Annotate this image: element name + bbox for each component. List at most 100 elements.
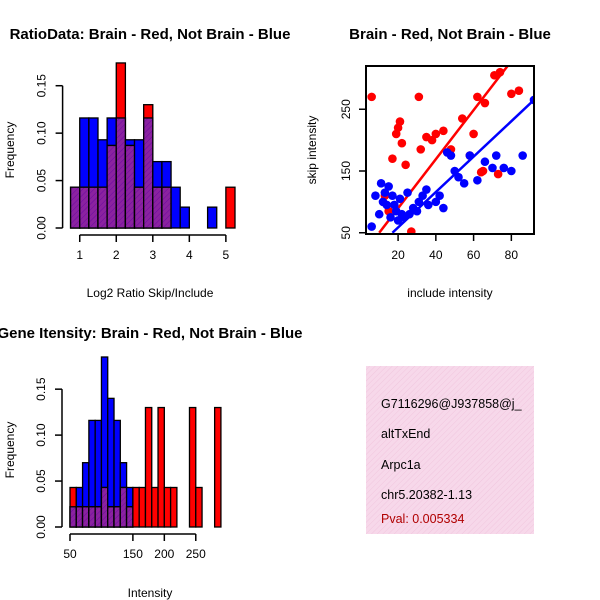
brain-fit-line	[378, 66, 509, 234]
overlap-bar	[143, 117, 154, 229]
not-brain-point	[384, 182, 393, 191]
overlap-bar	[81, 506, 90, 528]
x-tick-label: 1	[76, 248, 83, 262]
not-brain-point	[431, 197, 441, 207]
not-brain-point	[376, 179, 386, 188]
brain-point	[407, 227, 416, 234]
not-brain-point	[395, 194, 405, 204]
brain-point	[493, 169, 503, 179]
overlap-bar	[88, 506, 96, 528]
y-tick-label: 0.00	[35, 216, 49, 240]
scatter-panel: Brain - Red, Not Brain - Blue 20 40 60 80 50…	[305, 26, 551, 300]
y-tick-label: 0.15	[34, 377, 48, 401]
intensity-histogram-title: Gene Itensity: Brain - Red, Not Brain - …	[0, 325, 303, 342]
ratio-histogram-bars	[69, 62, 236, 229]
ratio-histogram-ylabel: Frequency	[3, 122, 17, 179]
y-tick-label: 0.10	[34, 423, 48, 447]
intensity-histogram-ylabel: Frequency	[3, 422, 17, 479]
brain-bar	[132, 486, 140, 528]
scatter-x-tick-label: 80	[505, 248, 519, 262]
brain-point	[427, 135, 437, 145]
scatter-ylabel: skip intensity	[305, 116, 319, 185]
info-panel: G7116296@J937858@j_ altTxEnd Arpc1a chr5…	[366, 366, 534, 534]
scatter-plot-area: 20 40 60 80 50 150 250	[339, 65, 535, 262]
y-tick-label: 0.10	[35, 121, 49, 145]
not-brain-point	[518, 151, 527, 160]
overlap-bar	[100, 486, 109, 528]
intensity-histogram-panel: Gene Itensity: Brain - Red, Not Brain - …	[0, 325, 303, 600]
not-brain-point	[473, 175, 482, 185]
intensity-histogram-xlabel: Intensity	[128, 586, 173, 600]
ratio-histogram-xlabel: Log2 Ratio Skip/Include	[87, 286, 214, 300]
overlap-bar	[94, 506, 103, 528]
scatter-y-tick-label: 250	[339, 99, 353, 119]
not-brain-point	[371, 191, 380, 201]
overlap-bar	[124, 144, 136, 229]
overlap-bar	[88, 186, 99, 229]
not-brain-point	[491, 151, 501, 160]
overlap-bar	[125, 506, 134, 528]
intensity-histogram-bars	[69, 356, 222, 528]
brain-bar	[163, 486, 172, 528]
not-brain-point	[446, 151, 456, 160]
not-brain-bar	[206, 206, 218, 229]
overlap-bar	[152, 186, 163, 229]
info-background	[366, 366, 534, 534]
scatter-title: Brain - Red, Not Brain - Blue	[349, 26, 551, 43]
not-brain-point	[380, 188, 390, 197]
scatter-frame	[365, 65, 535, 235]
brain-bar	[169, 486, 178, 528]
ratio-histogram-panel: RatioData: Brain - Red, Not Brain - Blue…	[3, 26, 290, 300]
overlap-bar	[115, 117, 127, 229]
not-brain-point	[480, 157, 490, 167]
brain-point	[507, 89, 516, 99]
scatter-y-tick-label: 150	[339, 161, 353, 181]
not-brain-fit-line	[391, 99, 534, 234]
brain-point	[514, 86, 524, 96]
not-brain-point	[374, 209, 384, 219]
brain-point	[401, 160, 410, 170]
info-location: chr5.20382-1.13	[381, 488, 472, 502]
info-gene: Arpc1a	[381, 458, 421, 472]
not-brain-point	[367, 222, 376, 231]
brain-bar	[213, 406, 222, 528]
info-id-line: G7116296@J937858@j_	[381, 397, 523, 411]
x-tick-label: 50	[63, 547, 77, 561]
not-brain-point	[499, 163, 509, 173]
overlap-bar	[79, 186, 90, 229]
scatter-x-tick-label: 60	[467, 248, 481, 262]
brain-point	[431, 129, 441, 139]
overlap-bar	[69, 186, 81, 229]
brain-bar	[151, 486, 159, 528]
info-event-type: altTxEnd	[381, 427, 430, 441]
x-tick-label: 3	[149, 248, 156, 262]
brain-point	[478, 166, 488, 176]
not-brain-point	[386, 213, 395, 222]
brain-point	[388, 154, 397, 163]
not-brain-point	[507, 166, 516, 176]
overlap-bar	[119, 486, 128, 528]
overlap-bar	[161, 186, 172, 229]
x-tick-label: 2	[113, 248, 120, 262]
overlap-bar	[133, 186, 145, 229]
ratio-histogram-title: RatioData: Brain - Red, Not Brain - Blue	[10, 26, 291, 43]
brain-point	[469, 129, 478, 139]
brain-point	[414, 92, 424, 102]
not-brain-point	[418, 191, 427, 201]
not-brain-point	[414, 197, 424, 207]
not-brain-bar	[170, 186, 181, 229]
not-brain-point	[439, 203, 448, 213]
x-tick-label: 5	[223, 248, 230, 262]
y-tick-label: 0.05	[35, 169, 49, 193]
x-tick-label: 150	[123, 547, 143, 561]
scatter-xlabel: include intensity	[407, 286, 492, 300]
brain-point	[416, 145, 426, 154]
brain-point	[480, 98, 490, 108]
brain-bar	[188, 406, 197, 528]
overlap-bar	[69, 506, 77, 528]
brain-point	[439, 126, 448, 136]
overlap-bar	[107, 506, 115, 528]
y-tick-label: 0.05	[34, 469, 48, 493]
not-brain-point	[435, 191, 444, 201]
